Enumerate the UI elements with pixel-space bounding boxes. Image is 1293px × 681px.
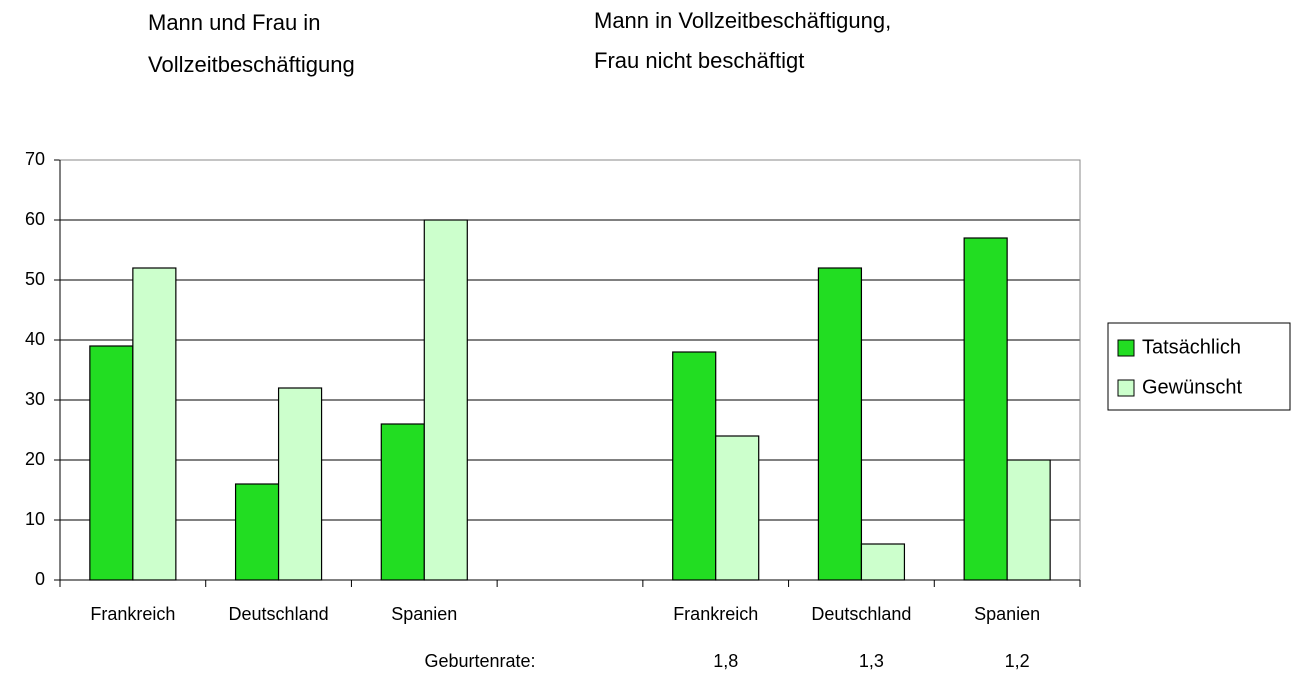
y-tick-label: 70 [25,149,45,169]
legend-swatch [1117,379,1135,397]
group-title: Vollzeitbeschäftigung [148,52,355,77]
x-tick-label: Frankreich [90,604,175,624]
birth-rate-label: Geburtenrate: [424,651,535,671]
bar [423,219,468,581]
bar [860,543,906,581]
birth-rate-value: 1,2 [1005,651,1030,671]
y-tick-label: 30 [25,389,45,409]
x-tick-label: Spanien [391,604,457,624]
y-tick-label: 20 [25,449,45,469]
bar [380,423,425,581]
birth-rate-value: 1,8 [713,651,738,671]
group-title: Mann in Vollzeitbeschäftigung, [594,8,891,33]
bar [672,351,717,581]
legend-label: Gewünscht [1142,376,1242,398]
x-tick-label: Deutschland [229,604,329,624]
bar [132,267,177,581]
legend-label: Tatsächlich [1142,336,1241,358]
bar [715,435,760,581]
x-tick-label: Frankreich [673,604,758,624]
x-tick-label: Deutschland [811,604,911,624]
x-tick-label: Spanien [974,604,1040,624]
y-tick-label: 60 [25,209,45,229]
legend-box [1107,322,1291,411]
plot-frame [59,159,1081,581]
y-tick-label: 40 [25,329,45,349]
y-tick-label: 0 [35,569,45,589]
bar [234,483,280,581]
y-tick-label: 50 [25,269,45,289]
birth-rate-value: 1,3 [859,651,884,671]
bar [817,267,863,581]
bar [277,387,323,581]
group-title: Frau nicht beschäftigt [594,48,804,73]
legend-swatch [1117,339,1135,357]
group-title: Mann und Frau in [148,10,320,35]
y-tick-label: 10 [25,509,45,529]
bar [963,237,1008,581]
bar [1006,459,1051,581]
bar [89,345,134,581]
